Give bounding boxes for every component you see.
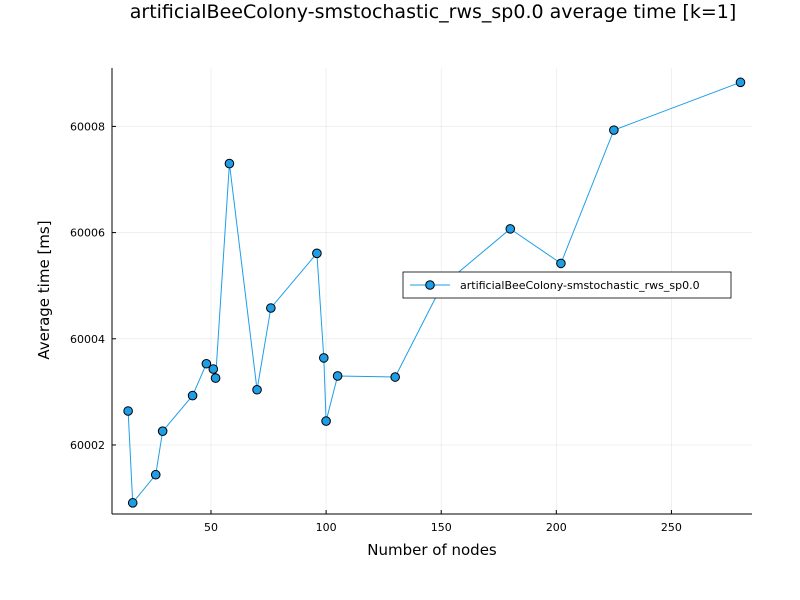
x-tick-label: 150 xyxy=(431,521,452,534)
x-axis-label: Number of nodes xyxy=(367,541,497,559)
data-point xyxy=(609,125,619,135)
data-point xyxy=(266,303,276,313)
data-point xyxy=(123,406,133,416)
y-tick-label: 60004 xyxy=(70,333,105,346)
x-tick-label: 250 xyxy=(661,521,682,534)
y-tick-label: 60006 xyxy=(70,227,105,240)
data-point xyxy=(318,353,329,363)
y-axis-label: Average time [ms] xyxy=(35,220,53,359)
legend-label: artificialBeeColony-smstochastic_rws_sp0… xyxy=(460,279,700,292)
data-point xyxy=(505,224,516,234)
x-tick-label: 50 xyxy=(204,521,218,534)
data-point xyxy=(208,364,219,374)
data-point xyxy=(187,390,198,401)
data-point xyxy=(157,426,168,436)
x-tick-label: 100 xyxy=(316,521,337,534)
data-point xyxy=(252,384,262,395)
data-point xyxy=(735,77,746,88)
legend-marker xyxy=(425,280,435,290)
data-point xyxy=(390,372,400,382)
data-point xyxy=(201,358,212,369)
data-point xyxy=(321,416,331,426)
x-ticks: 50 100 150 200 250 xyxy=(204,510,682,534)
data-point xyxy=(224,158,235,169)
y-ticks: 60002 60004 60006 60008 xyxy=(70,120,116,452)
legend: artificialBeeColony-smstochastic_rws_sp0… xyxy=(402,271,732,299)
data-point xyxy=(556,258,566,269)
chart-title: artificialBeeColony-smstochastic_rws_sp0… xyxy=(130,1,737,23)
data-point xyxy=(127,498,138,508)
legend-box xyxy=(402,271,732,299)
y-tick-label: 60002 xyxy=(70,439,105,452)
data-point xyxy=(312,248,322,259)
data-point xyxy=(332,371,343,381)
data-point xyxy=(210,373,221,383)
x-tick-label: 200 xyxy=(546,521,567,534)
data-point xyxy=(150,469,161,480)
axes xyxy=(111,68,752,515)
y-tick-label: 60008 xyxy=(70,120,105,133)
